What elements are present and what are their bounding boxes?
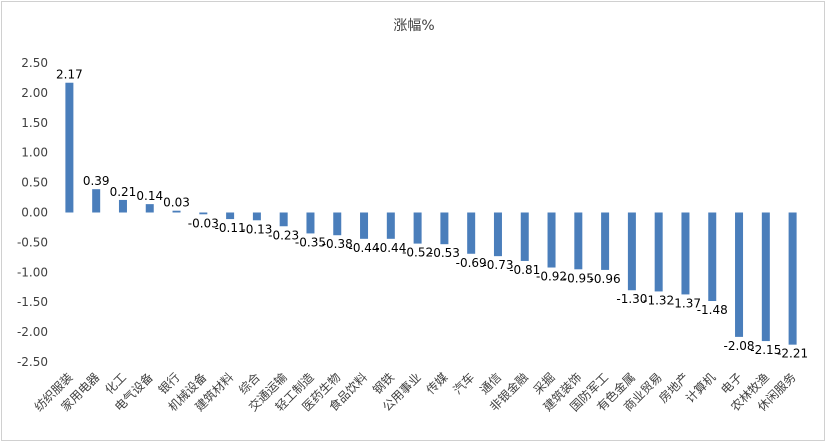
y-tick-label: 0.00 [21,206,48,220]
bar [681,212,690,295]
data-label: 0.39 [83,174,110,188]
data-label: 0.03 [163,196,190,210]
data-label: -2.08 [724,339,755,353]
data-label: -0.53 [429,246,460,260]
bar [92,189,101,213]
data-label: -0.81 [509,263,540,277]
bar [360,212,369,239]
y-tick-label: -2.00 [17,325,48,339]
bar [493,212,502,257]
bar [333,212,342,236]
bar [386,212,395,239]
data-label: -2.21 [777,347,808,361]
bar [306,212,315,234]
data-label: -0.13 [241,222,272,236]
data-label: 0.14 [136,189,163,203]
data-label: -0.95 [563,271,594,285]
bar [226,212,235,220]
bar [413,212,422,244]
y-tick-label: 1.00 [21,146,48,160]
data-label: -0.38 [322,237,353,251]
bar [118,199,127,213]
data-label: -0.23 [268,228,299,242]
bar [279,212,288,227]
y-axis-labels: 2.50 2.00 1.50 1.00 0.50 0.00 -0.50 -1.00 -1.50 -… [17,56,48,369]
y-tick-label: 2.50 [21,56,48,70]
y-tick-label: -1.00 [17,265,48,279]
bar [520,212,529,261]
bar [547,212,556,268]
bar [761,212,770,342]
bars [65,82,797,345]
bar [145,204,154,213]
bar [440,212,449,245]
data-label: -0.44 [349,241,380,255]
category-label: 传媒 [423,370,451,398]
bar [708,212,717,302]
bar [788,212,797,345]
bar [65,82,74,213]
y-tick-label: 2.00 [21,86,48,100]
data-label: -1.32 [643,293,674,307]
bar [252,212,261,221]
data-label: -0.03 [188,216,219,230]
data-label: 0.21 [110,185,137,199]
data-label: -0.44 [375,241,406,255]
bar [574,212,583,270]
bar [627,212,636,291]
data-label: -0.11 [215,221,246,235]
y-tick-label: -0.50 [17,235,48,249]
data-label: -2.15 [750,343,781,357]
y-tick-label: 1.50 [21,116,48,130]
bar [199,212,208,215]
bar [735,212,744,337]
chart-title: 涨幅% [393,18,434,34]
y-tick-label: -2.50 [17,355,48,369]
y-tick-label: 0.50 [21,176,48,190]
data-label: -0.35 [295,235,326,249]
data-label: -0.96 [590,272,621,286]
data-label: 2.17 [56,68,83,82]
bar [172,210,181,213]
data-label: -1.37 [670,296,701,310]
data-labels: 2.17 0.390.21 0.14 0.03 -0.03-0.11-0.13-0.23… [56,68,808,361]
data-label: -0.92 [536,270,567,284]
bar [654,212,663,292]
data-label: -1.30 [616,292,647,306]
y-tick-label: -1.50 [17,295,48,309]
bar [467,212,476,254]
data-label: -0.69 [456,256,487,270]
category-label: 计算机 [682,370,718,406]
category-label: 汽车 [450,370,478,398]
data-label: -0.73 [482,258,513,272]
bar [601,212,610,270]
data-label: -0.52 [402,246,433,260]
data-label: -1.48 [697,303,728,317]
